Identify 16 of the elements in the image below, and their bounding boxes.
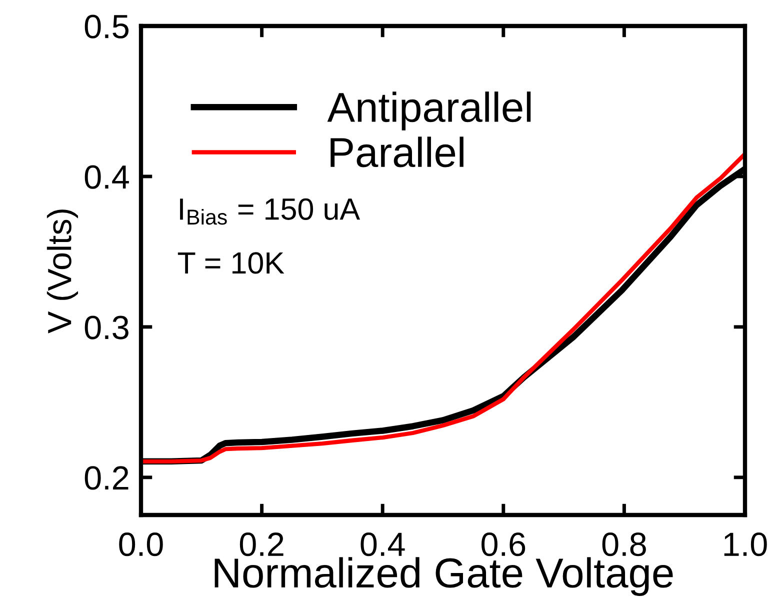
y-tick-label: 0.4 — [84, 165, 129, 189]
x-tick-label: 0.0 — [119, 532, 163, 556]
y-tick-label: 0.3 — [84, 316, 128, 340]
legend-label: Parallel — [330, 136, 464, 168]
x-tick-label: 0.6 — [482, 532, 526, 556]
x-tick-label: 0.2 — [240, 532, 284, 556]
x-tick-label: 0.4 — [360, 532, 405, 556]
y-tick-label: 0.2 — [84, 466, 128, 490]
legend-label: Antiparallel — [327, 92, 531, 130]
x-tick-label: 0.8 — [602, 532, 646, 556]
annotation: I$_{Bias}$ = 150 uA — [180, 198, 360, 225]
x-tick-label: 1.0 — [724, 532, 767, 556]
annotation: T = 10K — [178, 252, 284, 274]
x-axis-title: Normalized Gate Voltage — [214, 557, 673, 596]
y-tick-label: 0.5 — [84, 14, 128, 38]
y-axis-title: V (Volts) — [46, 210, 78, 334]
